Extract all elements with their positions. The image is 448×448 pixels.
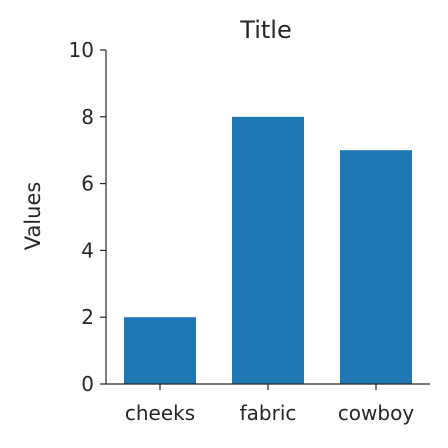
y-axis-label: Values	[21, 182, 45, 251]
x-tick-label-fabric: fabric	[240, 401, 297, 425]
y-axis-ticks: 0 2 4 6 8 10	[69, 38, 106, 396]
y-tick-label: 4	[81, 238, 94, 262]
y-tick-label: 0	[81, 372, 94, 396]
x-tick-label-cheeks: cheeks	[125, 401, 195, 425]
y-tick-label: 8	[81, 105, 94, 129]
bar-cowboy	[339, 150, 413, 384]
bars	[123, 116, 413, 385]
bar-fabric	[231, 116, 305, 385]
y-tick-label: 10	[69, 38, 94, 62]
y-tick-label: 6	[81, 172, 94, 196]
x-tick-label-cowboy: cowboy	[338, 401, 415, 425]
chart-title: Title	[239, 16, 291, 44]
x-axis-ticks: cheeks fabric cowboy	[125, 384, 414, 425]
y-tick-label: 2	[81, 305, 94, 329]
bar-cheeks	[123, 317, 197, 384]
